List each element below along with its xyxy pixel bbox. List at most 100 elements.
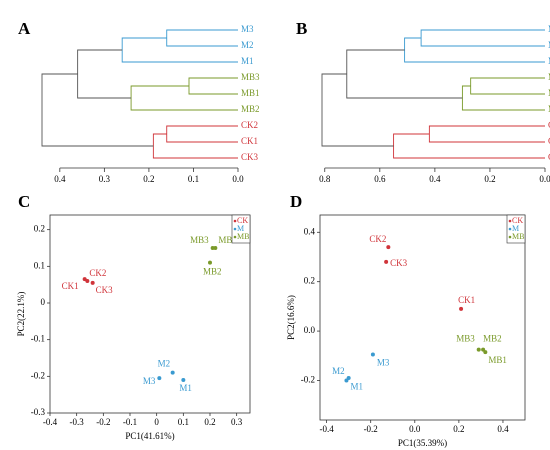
leaf-label: CK2 bbox=[241, 120, 258, 130]
x-tick-label: 0.2 bbox=[204, 417, 215, 427]
legend-label: CK bbox=[237, 216, 248, 225]
x-tick-label: 0.4 bbox=[429, 174, 441, 184]
point-label: CK3 bbox=[96, 285, 114, 295]
x-tick-label: -0.4 bbox=[43, 417, 58, 427]
point bbox=[90, 280, 95, 285]
point-label: CK2 bbox=[369, 234, 386, 244]
point bbox=[85, 279, 90, 283]
point bbox=[483, 350, 488, 355]
x-axis-label: PC1(35.39%) bbox=[398, 438, 447, 448]
point bbox=[213, 246, 218, 250]
leaf-label: CK3 bbox=[241, 152, 259, 162]
dendrogram-branch bbox=[393, 133, 545, 159]
point-label: M3 bbox=[377, 358, 390, 368]
legend-label: M bbox=[512, 224, 519, 233]
point-label: MB2 bbox=[483, 334, 502, 344]
dendrogram-branch bbox=[420, 29, 545, 47]
y-axis-label: PC2(22.1%) bbox=[16, 292, 26, 337]
y-axis-label: PC2(16.6%) bbox=[286, 295, 296, 340]
point-label: MB3 bbox=[190, 235, 209, 245]
leaf-label: MB3 bbox=[241, 72, 260, 82]
y-tick-label: 0.0 bbox=[304, 325, 316, 335]
y-tick-label: -0.1 bbox=[31, 334, 45, 344]
dendrogram-branch bbox=[470, 77, 545, 95]
point bbox=[386, 245, 391, 250]
legend-label: MB bbox=[237, 232, 249, 241]
point-label: M3 bbox=[143, 376, 156, 386]
panel-label: B bbox=[296, 19, 307, 38]
dendrogram-branch bbox=[121, 37, 238, 63]
leaf-label: MB2 bbox=[241, 104, 260, 114]
point-label: MB1 bbox=[488, 355, 507, 365]
point-label: M1 bbox=[179, 383, 192, 393]
y-tick-label: 0.4 bbox=[304, 226, 316, 236]
leaf-label: M3 bbox=[548, 56, 550, 66]
x-tick-label: -0.1 bbox=[123, 417, 137, 427]
point-label: M2 bbox=[332, 366, 345, 376]
leaf-label: CK1 bbox=[241, 136, 258, 146]
x-tick-label: 0.3 bbox=[99, 174, 111, 184]
y-tick-label: 0.2 bbox=[304, 276, 315, 286]
dendrogram-branch bbox=[428, 125, 545, 143]
dendrogram-branch bbox=[152, 133, 238, 159]
leaf-label: MB1 bbox=[548, 88, 550, 98]
legend-box bbox=[231, 214, 251, 244]
x-tick-label: 0 bbox=[154, 417, 159, 427]
legend-label: MB bbox=[512, 232, 524, 241]
dendrogram-branch bbox=[461, 85, 545, 111]
x-tick-label: -0.2 bbox=[96, 417, 110, 427]
leaf-label: M1 bbox=[241, 56, 254, 66]
x-tick-label: -0.4 bbox=[319, 424, 334, 434]
y-tick-label: -0.3 bbox=[31, 407, 46, 417]
point-label: MB3 bbox=[456, 334, 475, 344]
legend-marker bbox=[233, 219, 237, 223]
legend-marker bbox=[508, 227, 512, 231]
x-tick-label: 0.4 bbox=[54, 174, 66, 184]
point bbox=[157, 376, 162, 381]
point bbox=[208, 260, 212, 265]
panel-label: D bbox=[290, 192, 302, 211]
panel-label: A bbox=[18, 19, 31, 38]
point bbox=[384, 259, 389, 264]
x-tick-label: -0.3 bbox=[70, 417, 85, 427]
legend-box bbox=[506, 214, 526, 244]
leaf-label: M3 bbox=[241, 24, 254, 34]
y-tick-label: 0.2 bbox=[34, 224, 45, 234]
legend-marker bbox=[233, 227, 237, 231]
leaf-label: CK1 bbox=[548, 136, 550, 146]
point-label: CK1 bbox=[62, 281, 79, 291]
point-label: M1 bbox=[350, 382, 363, 392]
y-tick-label: 0.1 bbox=[34, 260, 45, 270]
dendrogram-branch bbox=[166, 125, 238, 143]
x-tick-label: 0.0 bbox=[232, 174, 244, 184]
leaf-label: M2 bbox=[241, 40, 254, 50]
legend-label: M bbox=[237, 224, 244, 233]
dendrogram-branch bbox=[166, 29, 238, 47]
point-label: CK3 bbox=[390, 258, 408, 268]
dendrogram-branch bbox=[77, 49, 132, 99]
leaf-label: M1 bbox=[548, 40, 550, 50]
leaf-label: CK2 bbox=[548, 120, 550, 130]
x-tick-label: 0.0 bbox=[409, 424, 421, 434]
leaf-label: MB2 bbox=[548, 104, 550, 114]
x-tick-label: 0.6 bbox=[374, 174, 386, 184]
x-tick-label: 0.8 bbox=[319, 174, 331, 184]
dendrogram-branch bbox=[188, 77, 238, 95]
x-tick-label: 0.4 bbox=[497, 424, 509, 434]
dendrogram-branch bbox=[130, 85, 238, 111]
point bbox=[181, 378, 186, 382]
y-tick-label: 0 bbox=[41, 297, 46, 307]
point-label: CK2 bbox=[89, 268, 106, 278]
x-tick-label: 0.1 bbox=[188, 174, 199, 184]
x-axis-label: PC1(41.61%) bbox=[125, 431, 174, 441]
plot-frame bbox=[49, 214, 251, 414]
point-label: CK1 bbox=[458, 295, 475, 305]
x-tick-label: 0.1 bbox=[178, 417, 189, 427]
point bbox=[170, 370, 175, 375]
point-label: MB1 bbox=[218, 235, 237, 245]
x-tick-label: 0.2 bbox=[484, 174, 495, 184]
x-tick-label: 0.2 bbox=[453, 424, 464, 434]
legend-label: CK bbox=[512, 216, 523, 225]
legend-marker bbox=[508, 235, 512, 239]
